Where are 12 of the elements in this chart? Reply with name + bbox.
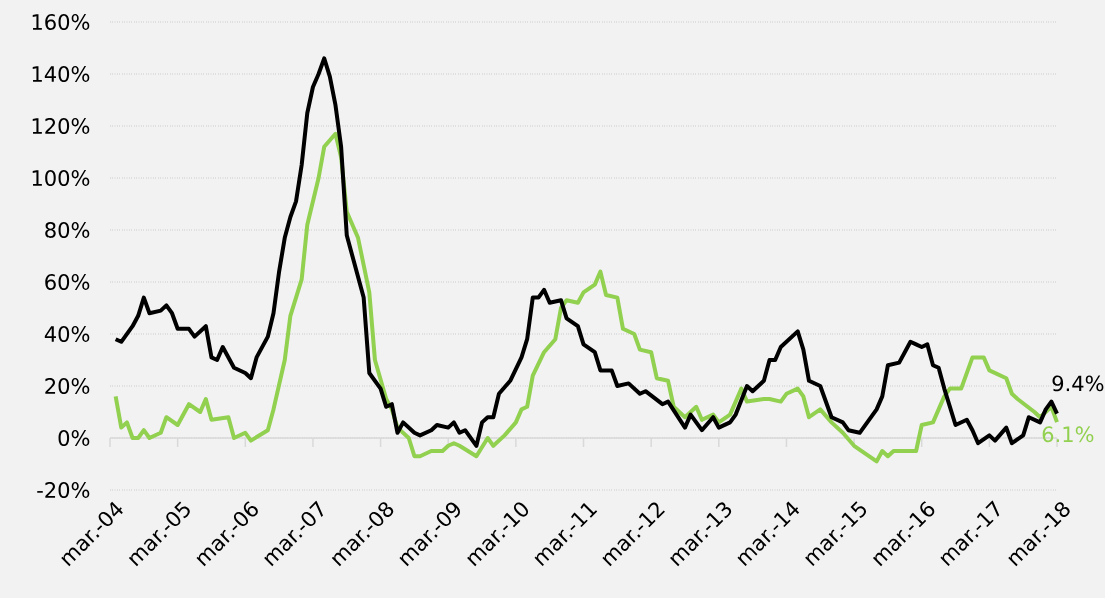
annotation: 6.1% xyxy=(1042,426,1094,443)
y-tick-label: 60% xyxy=(45,274,90,290)
y-tick-label: 160% xyxy=(32,14,90,30)
y-tick-label: -20% xyxy=(37,482,90,498)
y-tick-label: 120% xyxy=(32,118,90,134)
y-tick-label: 40% xyxy=(44,326,90,342)
y-tick-label: 140% xyxy=(32,66,90,82)
y-tick-label: 0% xyxy=(58,430,90,446)
annotation: 9.4% xyxy=(1052,375,1104,392)
y-tick-label: 20% xyxy=(45,378,90,394)
y-tick-label: 80% xyxy=(45,222,90,238)
y-tick-label: 100% xyxy=(32,170,90,186)
